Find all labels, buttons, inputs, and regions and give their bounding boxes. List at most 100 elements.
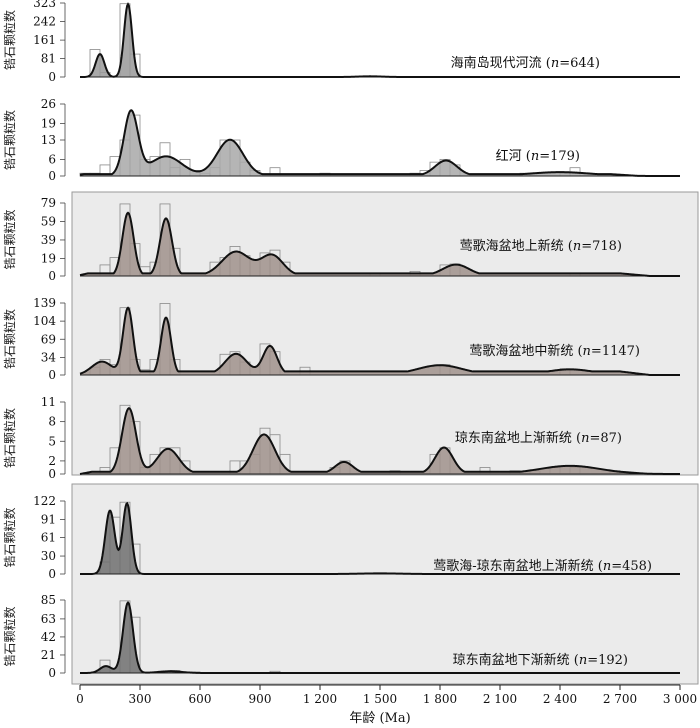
panel-n-symbol: n: [603, 559, 611, 574]
y-tick-label: 26: [41, 97, 56, 111]
panel: 0 81 161 242 323 锆石颗粒数 海南岛现代河流 (n=644): [2, 0, 680, 84]
density-curve: [80, 2, 680, 78]
panel-n: 718: [592, 239, 617, 254]
x-tick-label: 1 200: [303, 692, 337, 706]
panel: 0 21 42 63 85 锆石颗粒数 琼东南盆地下渐新统 (n=192): [2, 593, 680, 680]
x-tick-label: 2 400: [543, 692, 577, 706]
y-tick-label: 8: [48, 415, 56, 429]
y-tick-label: 91: [41, 513, 56, 527]
y-axis-label: 锆石颗粒数: [2, 309, 17, 369]
y-tick-label: 0: [48, 70, 56, 84]
panel-name: 莺歌海盆地中新统: [469, 343, 573, 359]
panel-label-open: (: [573, 344, 582, 359]
density-curve: [80, 601, 680, 674]
panel-n: 87: [600, 431, 617, 446]
panel-label-eq: =: [611, 559, 622, 574]
group-box-shaded-neogene: [71, 191, 699, 476]
y-axis-label: 锆石颗粒数: [2, 10, 17, 70]
panel-n-symbol: n: [581, 431, 589, 446]
panel: 0 19 39 59 79 锆石颗粒数 莺歌海盆地上新统 (n=718): [2, 196, 680, 283]
panel-label: 琼东南盆地上渐新统 (n=87): [455, 430, 622, 446]
panel-n: 192: [598, 653, 623, 668]
density-curve: [79, 211, 680, 277]
panel-name: 莺歌海盆地上新统: [460, 238, 564, 254]
density-area: [80, 408, 680, 474]
y-tick-label: 79: [41, 196, 56, 210]
panel-n: 458: [622, 559, 647, 574]
x-tick-label: 900: [249, 692, 272, 706]
group-backgrounds: [71, 191, 699, 685]
panel-label: 海南岛现代河流 (n=644): [451, 55, 600, 71]
y-axis-label: 锆石颗粒数: [2, 209, 17, 269]
density-area: [80, 307, 680, 375]
panel-n: 644: [570, 56, 595, 71]
y-tick-label: 85: [41, 593, 56, 607]
panel-name: 莺歌海-琼东南盆地上渐新统: [433, 558, 593, 574]
y-tick-label: 0: [48, 666, 56, 680]
y-tick-label: 13: [41, 133, 56, 147]
panel-name: 琼东南盆地上渐新统: [455, 430, 572, 446]
y-axis-label: 锆石颗粒数: [2, 606, 17, 666]
panel-label-close: ): [575, 149, 580, 164]
density-curve: [79, 306, 680, 376]
panel-label-open: (: [522, 149, 531, 164]
y-axis-label: 锆石颗粒数: [2, 408, 17, 468]
panel-label-eq: =: [559, 56, 570, 71]
panel-label-eq: =: [587, 653, 598, 668]
x-tick-label: 1 500: [363, 692, 397, 706]
y-tick-label: 0: [48, 567, 56, 581]
panel-label: 琼东南盆地下渐新统 (n=192): [453, 652, 628, 668]
y-tick-label: 30: [41, 549, 56, 563]
panel-n: 179: [550, 149, 575, 164]
y-tick-label: 0: [48, 169, 56, 183]
y-tick-label: 39: [41, 233, 56, 247]
panel-label-close: ): [623, 653, 628, 668]
x-tick-label: 2 100: [483, 692, 517, 706]
panel: 0 30 61 91 122 锆石颗粒数 莺歌海-琼东南盆地上渐新统 (n=458): [2, 494, 680, 581]
panel-label-close: ): [617, 431, 622, 446]
y-tick-label: 81: [41, 51, 56, 65]
panel-label-open: (: [594, 559, 603, 574]
y-tick-label: 69: [41, 332, 56, 346]
panel-label-eq: =: [581, 239, 592, 254]
y-tick-label: 104: [33, 314, 56, 328]
panel-label-eq: =: [591, 344, 602, 359]
density-curve: [80, 501, 680, 575]
y-tick-label: 139: [33, 296, 56, 310]
panel: 02 5 8 11 锆石颗粒数 琼东南盆地上渐新统 (n=87): [2, 395, 680, 481]
group-box-shaded-oligocene: [71, 483, 699, 685]
x-tick-label: 3 000: [663, 692, 697, 706]
density-curve: [79, 407, 680, 475]
y-tick-label: 42: [41, 630, 56, 644]
panel-n: 1147: [602, 344, 635, 359]
y-axis-label: 锆石颗粒数: [2, 507, 17, 567]
y-tick-label: 19: [41, 116, 56, 130]
y-tick-label: 0: [48, 368, 56, 382]
y-tick-label: 242: [33, 15, 56, 29]
density-curve: [79, 109, 680, 177]
panel-n-symbol: n: [583, 344, 591, 359]
density-area: [80, 212, 680, 276]
y-tick-label: 6: [48, 152, 56, 166]
y-tick-label: 0: [48, 467, 56, 481]
panel-label-eq: =: [539, 149, 550, 164]
panel-label-close: ): [595, 56, 600, 71]
y-tick-label: 61: [41, 531, 56, 545]
x-tick-label: 600: [189, 692, 212, 706]
panel-label: 红河 (n=179): [496, 148, 580, 164]
y-tick-label: 59: [41, 214, 56, 228]
x-axis: 0 300 600 900 1 200 1 500 1 800 2 100 2 400 2 700…: [76, 684, 697, 706]
panel-label-open: (: [572, 431, 581, 446]
panel-label-close: ): [635, 344, 640, 359]
panel-label-eq: =: [589, 431, 600, 446]
y-tick-label: 2: [48, 454, 56, 468]
x-tick-label: 2 700: [603, 692, 637, 706]
y-tick-label: 122: [33, 494, 56, 508]
x-tick-label: 1 800: [423, 692, 457, 706]
panel-n-symbol: n: [551, 56, 559, 71]
y-tick-label: 21: [41, 648, 56, 662]
panel-n-symbol: n: [573, 239, 581, 254]
y-tick-label: 323: [33, 0, 56, 10]
panel: 0 6 13 19 26 锆石颗粒数 红河 (n=179): [2, 97, 680, 183]
